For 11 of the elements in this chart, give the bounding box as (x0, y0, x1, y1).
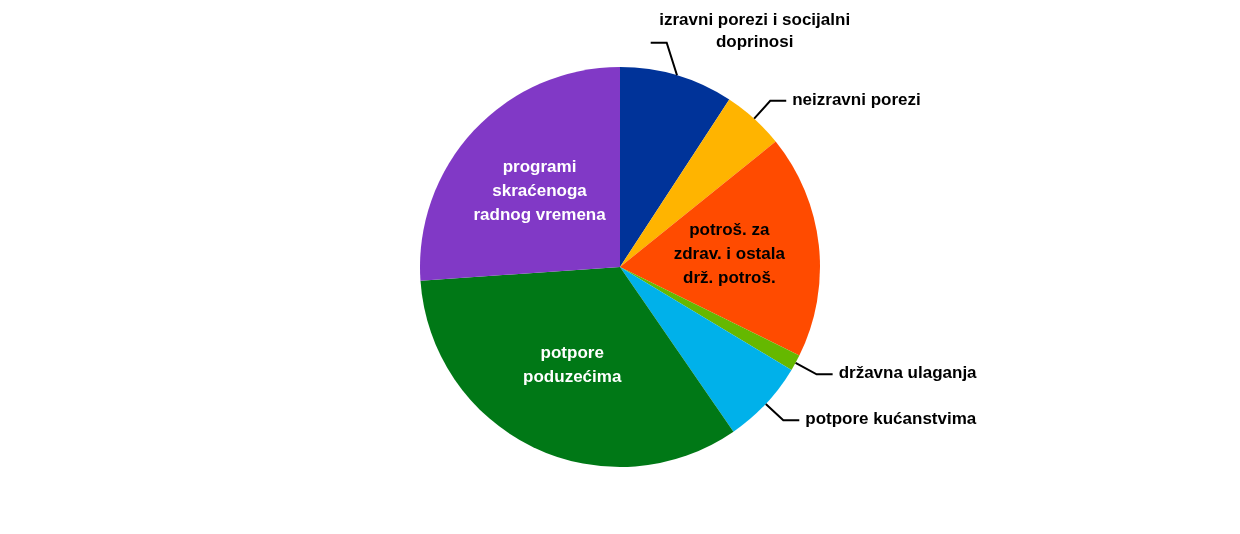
slice-label: programi skraćenoga radnog vremena (473, 157, 607, 225)
slice-label: potpore kućanstvima (805, 409, 977, 429)
slice-label: neizravni porezi (792, 90, 921, 110)
pie-slice (620, 267, 800, 370)
pie-slice (620, 267, 792, 432)
slice-label: izravni porezi i socijalni doprinosi (659, 10, 851, 52)
pie-slice (420, 67, 620, 281)
slice-label: potpore poduzećima (523, 343, 622, 387)
slice-label: državna ulaganja (838, 363, 978, 383)
slice-label: potroš. za zdrav. i ostala drž. potroš. (673, 220, 786, 288)
pie-slice (620, 141, 820, 356)
